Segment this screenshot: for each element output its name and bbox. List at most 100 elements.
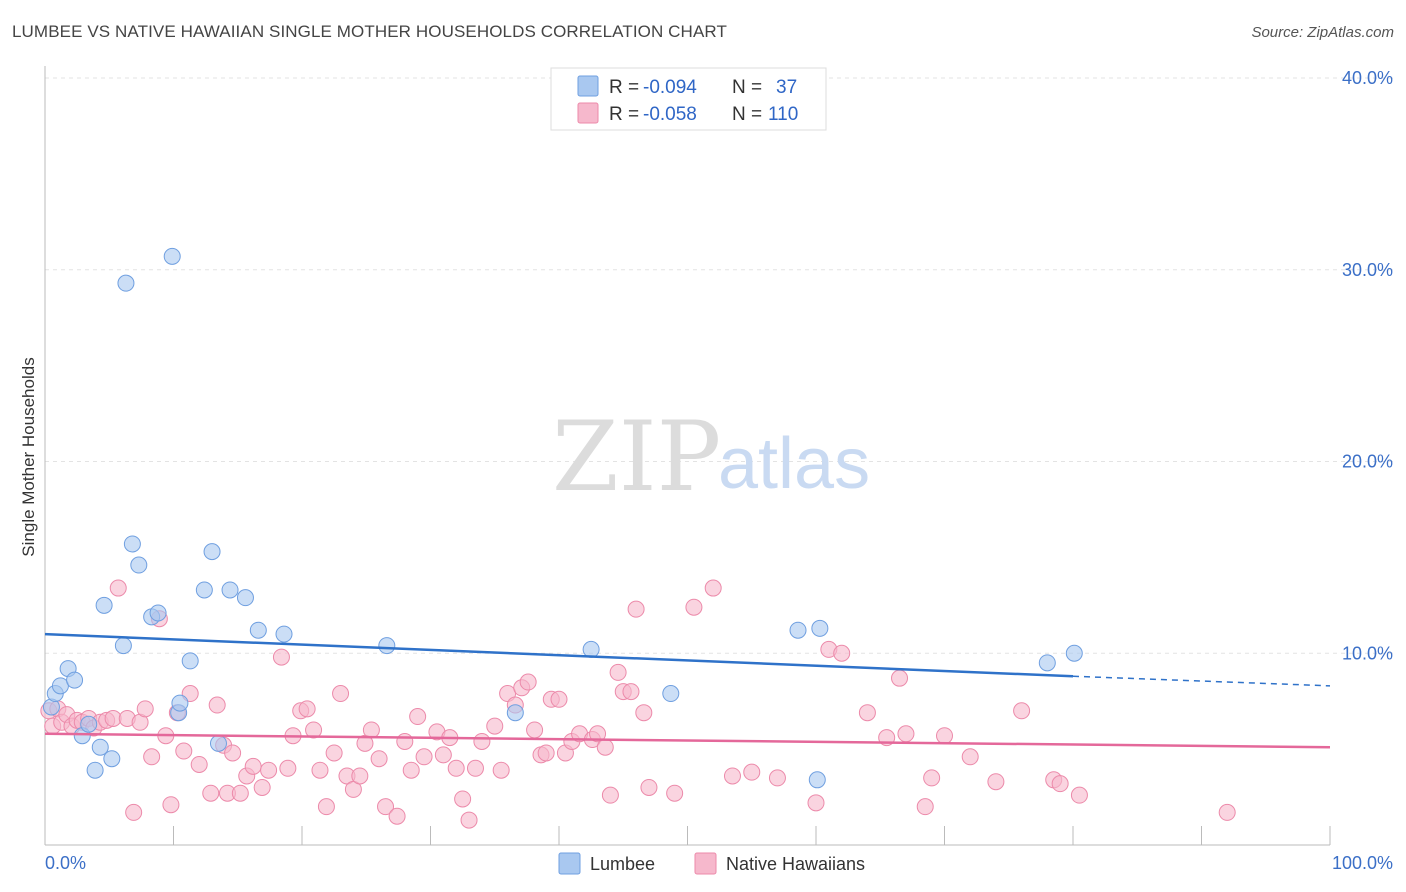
native-hawaiians-point bbox=[460, 811, 478, 829]
native-hawaiians-point bbox=[833, 644, 851, 662]
native-hawaiians-point bbox=[961, 748, 979, 766]
y-tick-label: 30.0% bbox=[1342, 260, 1393, 280]
lumbee-point bbox=[789, 621, 807, 639]
series-legend-swatch-native-hawaiians bbox=[694, 852, 717, 875]
legend-r-label-2: R = bbox=[609, 104, 639, 125]
series-legend-native-hawaiians: Native Hawaiians bbox=[726, 854, 865, 874]
native-hawaiians-point bbox=[409, 708, 427, 726]
native-hawaiians-point bbox=[704, 579, 722, 597]
lumbee-point bbox=[181, 652, 199, 670]
native-hawaiians-point bbox=[768, 769, 786, 787]
legend-n-label-1: N = bbox=[732, 77, 762, 98]
lumbee-trend-line bbox=[44, 632, 1074, 678]
lumbee-point bbox=[95, 596, 113, 614]
native-hawaiians-point bbox=[537, 744, 555, 762]
legend-swatch-native-hawaiians bbox=[577, 102, 599, 124]
native-hawaiians-point bbox=[190, 755, 208, 773]
native-hawaiians-point bbox=[807, 794, 825, 812]
native-hawaiians-point bbox=[743, 763, 761, 781]
native-hawaiians-point bbox=[272, 648, 290, 666]
native-hawaiians-point bbox=[305, 721, 323, 739]
correlation-legend: R = -0.094 N = 37 R = -0.058 N = 110 bbox=[550, 67, 827, 131]
native-hawaiians-point bbox=[519, 673, 537, 691]
lumbee-point bbox=[123, 535, 141, 553]
native-hawaiians-point bbox=[136, 700, 154, 718]
native-hawaiians-point bbox=[858, 704, 876, 722]
native-hawaiians-point bbox=[125, 803, 143, 821]
lumbee-point bbox=[1038, 654, 1056, 672]
native-hawaiians-point bbox=[332, 685, 350, 703]
watermark-zip: ZIP bbox=[552, 401, 721, 513]
chart-source: Source: ZipAtlas.com bbox=[1251, 24, 1394, 41]
lumbee-point bbox=[86, 761, 104, 779]
chart-title: LUMBEE VS NATIVE HAWAIIAN SINGLE MOTHER … bbox=[12, 22, 727, 41]
series-legend: Lumbee Native Hawaiians bbox=[558, 852, 865, 875]
x-tick-label-min: 0.0% bbox=[45, 853, 86, 873]
lumbee-trend-extension bbox=[1072, 675, 1331, 687]
legend-n-value-2: 110 bbox=[768, 104, 798, 125]
native-hawaiians-point bbox=[601, 786, 619, 804]
lumbee-point bbox=[808, 771, 826, 789]
native-hawaiians-point bbox=[723, 767, 741, 785]
lumbee-point bbox=[51, 677, 69, 695]
native-hawaiians-point bbox=[317, 798, 335, 816]
lumbee-point bbox=[378, 637, 396, 655]
native-hawaiians-point bbox=[260, 761, 278, 779]
native-hawaiians-point bbox=[550, 690, 568, 708]
watermark: ZIP atlas bbox=[552, 401, 870, 513]
native-hawaiians-point bbox=[609, 663, 627, 681]
series-legend-swatch-lumbee bbox=[558, 852, 581, 875]
y-axis-label: Single Mother Households bbox=[19, 357, 38, 556]
lumbee-points bbox=[42, 247, 1083, 789]
lumbee-point bbox=[249, 621, 267, 639]
legend-n-label-2: N = bbox=[732, 104, 762, 125]
lumbee-point bbox=[811, 619, 829, 637]
lumbee-point bbox=[171, 694, 189, 712]
native-hawaiians-point bbox=[370, 750, 388, 768]
native-hawaiians-point bbox=[454, 790, 472, 808]
native-hawaiians-point bbox=[388, 807, 406, 825]
native-hawaiians-point bbox=[162, 796, 180, 814]
native-hawaiians-point bbox=[466, 759, 484, 777]
lumbee-point bbox=[91, 738, 109, 756]
legend-r-value-2: -0.058 bbox=[643, 104, 697, 125]
native-hawaiians-point bbox=[402, 761, 420, 779]
native-hawaiians-point bbox=[1070, 786, 1088, 804]
y-tick-label: 40.0% bbox=[1342, 68, 1393, 88]
native-hawaiians-point bbox=[1013, 702, 1031, 720]
lumbee-point bbox=[1065, 644, 1083, 662]
native-hawaiians-point bbox=[891, 669, 909, 687]
lumbee-point bbox=[80, 715, 98, 733]
y-tick-labels: 10.0% 20.0% 30.0% 40.0% bbox=[1342, 68, 1393, 663]
native-hawaiians-point bbox=[640, 778, 658, 796]
native-hawaiians-trend-line bbox=[44, 732, 1331, 749]
native-hawaiians-point bbox=[244, 757, 262, 775]
native-hawaiians-point bbox=[311, 761, 329, 779]
native-hawaiians-point bbox=[1051, 775, 1069, 793]
lumbee-point bbox=[163, 247, 181, 265]
watermark-atlas: atlas bbox=[718, 424, 870, 504]
native-hawaiians-point bbox=[298, 700, 316, 718]
native-hawaiians-point bbox=[473, 732, 491, 750]
native-hawaiians-point bbox=[486, 717, 504, 735]
native-hawaiians-point bbox=[923, 769, 941, 787]
native-hawaiians-point bbox=[596, 738, 614, 756]
native-hawaiians-point bbox=[109, 579, 127, 597]
lumbee-point bbox=[203, 543, 221, 561]
native-hawaiians-point bbox=[627, 600, 645, 618]
native-hawaiians-point bbox=[622, 683, 640, 701]
lumbee-point bbox=[117, 274, 135, 292]
native-hawaiians-point bbox=[362, 721, 380, 739]
native-hawaiians-point bbox=[666, 784, 684, 802]
native-hawaiians-point bbox=[897, 725, 915, 743]
lumbee-point bbox=[236, 589, 254, 607]
lumbee-point bbox=[149, 604, 167, 622]
native-hawaiians-point bbox=[224, 744, 242, 762]
lumbee-point bbox=[130, 556, 148, 574]
native-hawaiians-point bbox=[415, 748, 433, 766]
native-hawaiians-point bbox=[635, 704, 653, 722]
native-hawaiians-point bbox=[325, 744, 343, 762]
lumbee-point bbox=[195, 581, 213, 599]
native-hawaiians-points bbox=[40, 579, 1236, 829]
native-hawaiians-point bbox=[104, 709, 122, 727]
